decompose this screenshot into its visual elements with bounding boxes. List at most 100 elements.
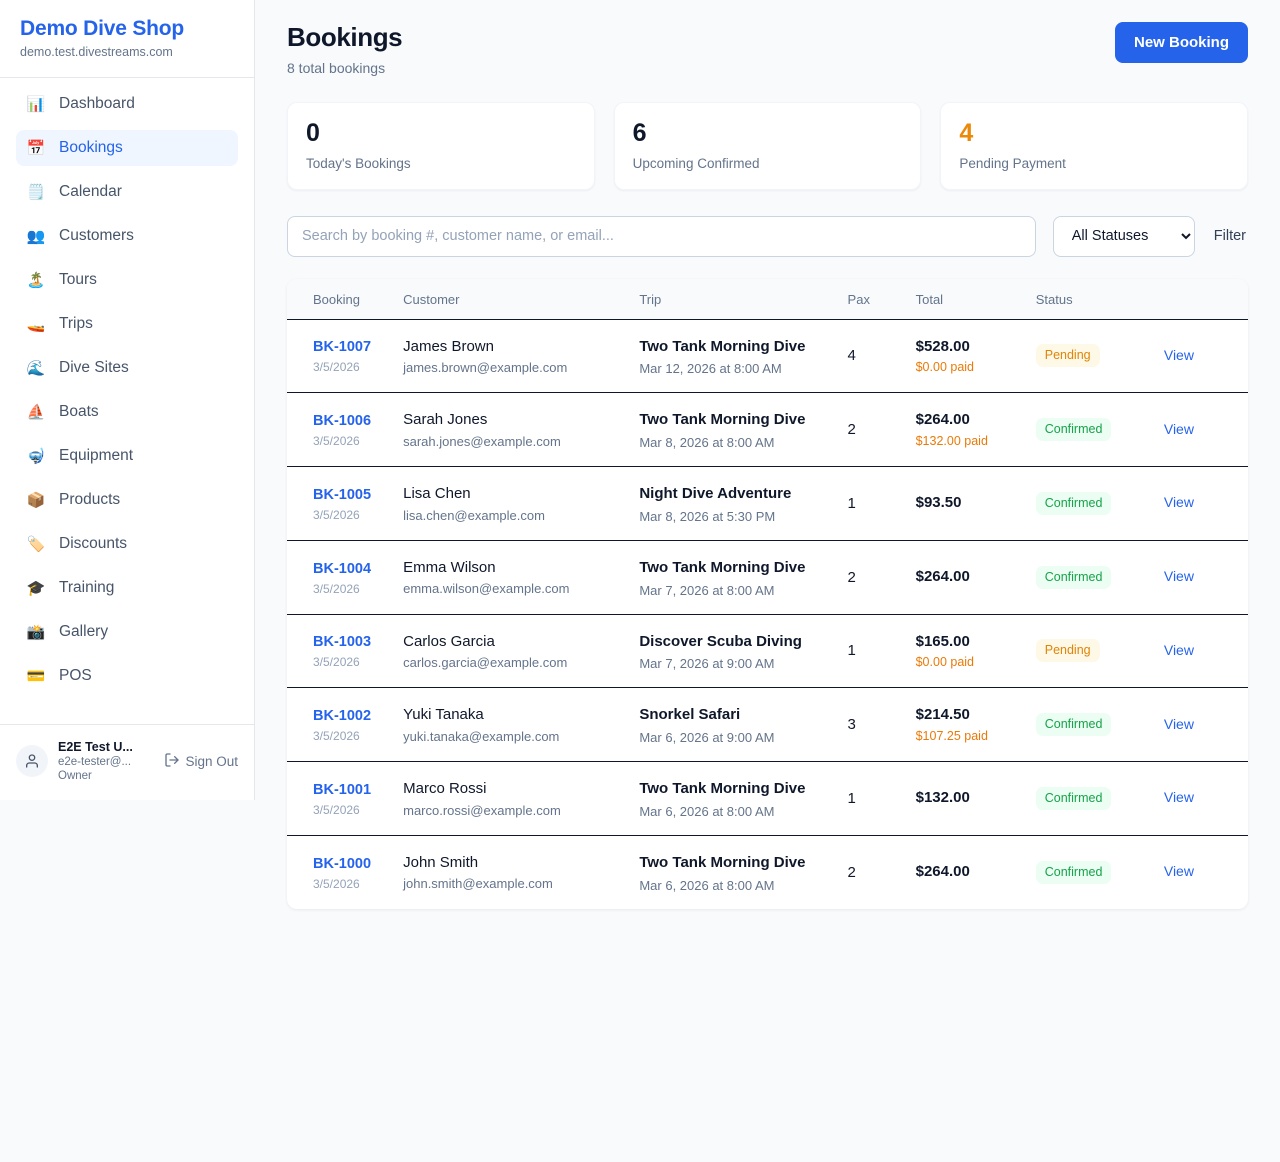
trip-cell: Two Tank Morning Dive Mar 6, 2026 at 8:00… bbox=[631, 835, 839, 908]
wave-icon: 🌊 bbox=[26, 359, 46, 377]
customer-email: james.brown@example.com bbox=[403, 360, 568, 376]
trip-datetime: Mar 8, 2026 at 5:30 PM bbox=[639, 508, 776, 524]
sidebar-item-equipment[interactable]: 🤿 Equipment bbox=[16, 438, 238, 474]
trip-datetime: Mar 6, 2026 at 8:00 AM bbox=[639, 803, 775, 819]
booking-id-link[interactable]: BK-1003 bbox=[313, 634, 372, 651]
sidebar-item-label: Bookings bbox=[59, 139, 123, 157]
view-link[interactable]: View bbox=[1163, 420, 1194, 437]
user-meta: E2E Test U... e2e-tester@... Owner bbox=[58, 739, 154, 784]
total-amount: $528.00 bbox=[915, 337, 970, 355]
stat-card: 6 Upcoming Confirmed bbox=[613, 102, 922, 190]
booking-id-link[interactable]: BK-1000 bbox=[313, 855, 372, 872]
people-icon: 👥 bbox=[26, 227, 46, 245]
amount-paid: $0.00 paid bbox=[915, 359, 974, 374]
status-badge: Pending bbox=[1035, 344, 1100, 368]
customer-email: lisa.chen@example.com bbox=[403, 507, 545, 523]
sidebar-item-training[interactable]: 🎓 Training bbox=[16, 570, 238, 606]
trip-name: Snorkel Safari bbox=[639, 706, 741, 724]
sidebar-item-label: POS bbox=[59, 667, 92, 685]
customer-cell: James Brown james.brown@example.com bbox=[395, 319, 632, 394]
main-content: Bookings 8 total bookings New Booking 0 T… bbox=[255, 0, 1280, 1162]
total-amount: $264.00 bbox=[915, 863, 970, 880]
sidebar-item-label: Customers bbox=[59, 227, 134, 245]
sidebar-item-label: Training bbox=[59, 579, 115, 597]
sidebar-item-label: Dive Sites bbox=[59, 359, 129, 377]
customer-name: James Brown bbox=[403, 337, 494, 355]
bookings-table: Booking Customer Trip Pax Total Status BK-100… bbox=[287, 278, 1248, 909]
sidebar-item-discounts[interactable]: 🏷️ Discounts bbox=[16, 526, 238, 562]
view-link[interactable]: View bbox=[1163, 346, 1194, 363]
table-body: BK-1007 3/5/2026 James Brown james.brown@ex… bbox=[287, 319, 1248, 909]
camera-icon: 📸 bbox=[26, 623, 46, 641]
trip-name: Two Tank Morning Dive bbox=[639, 337, 806, 355]
sidebar-item-trips[interactable]: 🚤 Trips bbox=[16, 306, 238, 342]
booking-id-link[interactable]: BK-1002 bbox=[313, 708, 372, 725]
booking-id-link[interactable]: BK-1004 bbox=[313, 560, 372, 577]
column-header: Total bbox=[907, 278, 1028, 320]
trip-name: Two Tank Morning Dive bbox=[639, 558, 806, 576]
sidebar-item-dive-sites[interactable]: 🌊 Dive Sites bbox=[16, 350, 238, 386]
total-cell: $214.50 $107.25 paid bbox=[907, 687, 1028, 762]
tag-icon: 🏷️ bbox=[26, 535, 46, 553]
pax-count: 2 bbox=[839, 540, 908, 615]
booking-created-date: 3/5/2026 bbox=[313, 434, 360, 449]
customer-email: yuki.tanaka@example.com bbox=[403, 728, 560, 744]
pax-count: 2 bbox=[847, 863, 856, 881]
sidebar-item-tours[interactable]: 🏝️ Tours bbox=[16, 262, 238, 298]
view-link[interactable]: View bbox=[1163, 715, 1194, 732]
booking-id-link[interactable]: BK-1001 bbox=[313, 781, 372, 798]
status-badge: Confirmed bbox=[1035, 418, 1112, 442]
page-subtitle: 8 total bookings bbox=[287, 60, 386, 76]
booking-id-link[interactable]: BK-1006 bbox=[313, 413, 372, 430]
booking-id-link[interactable]: BK-1005 bbox=[313, 486, 372, 503]
sidebar-item-label: Dashboard bbox=[59, 95, 135, 113]
column-header: Booking bbox=[287, 278, 396, 320]
sidebar-item-customers[interactable]: 👥 Customers bbox=[16, 218, 238, 254]
view-link[interactable]: View bbox=[1163, 863, 1194, 880]
status-filter-select[interactable]: All Statuses bbox=[1052, 215, 1195, 257]
customer-name: Emma Wilson bbox=[403, 558, 496, 576]
user-name: E2E Test U... bbox=[58, 739, 133, 754]
column-header: Customer bbox=[395, 278, 632, 320]
sidebar-item-calendar[interactable]: 🗒️ Calendar bbox=[16, 174, 238, 210]
calendar-tear-icon: 🗒️ bbox=[26, 183, 46, 201]
pax-count: 1 bbox=[839, 761, 908, 836]
view-link[interactable]: View bbox=[1163, 568, 1194, 585]
action-cell: View bbox=[1155, 614, 1248, 689]
booking-id-link[interactable]: BK-1007 bbox=[313, 339, 372, 356]
new-booking-button[interactable]: New Booking bbox=[1114, 22, 1248, 63]
customer-cell: Yuki Tanaka yuki.tanaka@example.com bbox=[395, 687, 632, 762]
sidebar-item-gallery[interactable]: 📸 Gallery bbox=[16, 614, 238, 650]
stat-label: Today's Bookings bbox=[306, 155, 411, 171]
sidebar-item-products[interactable]: 📦 Products bbox=[16, 482, 238, 518]
booking-cell: BK-1000 3/5/2026 bbox=[287, 835, 395, 908]
column-header: Trip bbox=[631, 278, 840, 320]
search-input[interactable] bbox=[287, 215, 1036, 257]
total-cell: $165.00 $0.00 paid bbox=[907, 614, 1028, 689]
stat-value: 0 bbox=[306, 119, 320, 147]
status-cell: Pending bbox=[1027, 614, 1156, 689]
sidebar-item-label: Boats bbox=[59, 403, 99, 421]
sign-out-label: Sign Out bbox=[185, 753, 238, 769]
sidebar-item-label: Calendar bbox=[59, 183, 122, 201]
sidebar-item-dashboard[interactable]: 📊 Dashboard bbox=[16, 86, 238, 122]
filter-button[interactable]: Filter bbox=[1213, 228, 1246, 244]
trip-datetime: Mar 6, 2026 at 9:00 AM bbox=[639, 730, 775, 745]
status-cell: Confirmed bbox=[1028, 835, 1156, 908]
total-amount: $264.00 bbox=[915, 568, 970, 585]
sidebar-item-pos[interactable]: 💳 POS bbox=[16, 658, 238, 694]
view-link[interactable]: View bbox=[1163, 494, 1194, 511]
sign-out-button[interactable]: Sign Out bbox=[164, 752, 238, 771]
trip-datetime: Mar 8, 2026 at 8:00 AM bbox=[639, 435, 775, 450]
user-email: e2e-tester@... bbox=[58, 755, 132, 768]
package-icon: 📦 bbox=[26, 491, 46, 509]
user-role: Owner bbox=[58, 770, 92, 783]
status-cell: Pending bbox=[1027, 319, 1156, 394]
view-link[interactable]: View bbox=[1163, 641, 1194, 658]
trip-datetime: Mar 12, 2026 at 8:00 AM bbox=[639, 361, 782, 377]
view-link[interactable]: View bbox=[1163, 789, 1194, 806]
trip-name: Night Dive Adventure bbox=[639, 485, 792, 502]
sidebar-nav: 📊 Dashboard 📅 Bookings 🗒️ Calendar 👥 Customers 🏝… bbox=[0, 78, 254, 723]
sidebar-item-bookings[interactable]: 📅 Bookings bbox=[16, 130, 238, 167]
sidebar-item-boats[interactable]: ⛵ Boats bbox=[16, 394, 238, 430]
